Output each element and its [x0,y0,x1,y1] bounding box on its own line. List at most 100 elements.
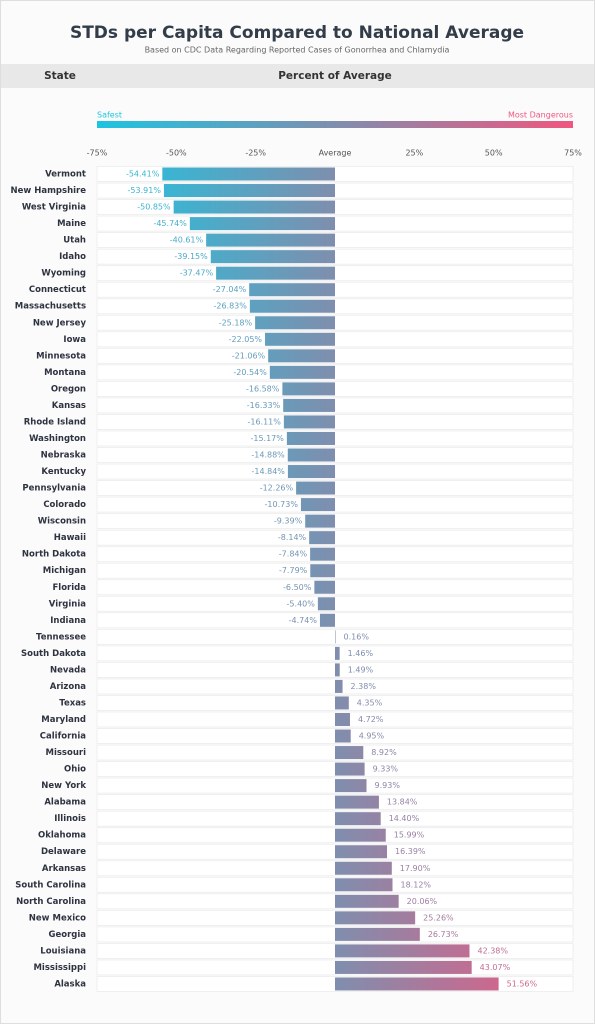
bar [335,779,367,793]
bar [335,927,420,941]
bar [319,613,335,627]
value-label: 9.33% [373,765,399,774]
bar [335,944,470,958]
category-label: Nebraska [41,451,87,461]
bar [283,415,335,429]
value-label: -37.47% [180,269,214,278]
x-tick-label: 25% [405,149,423,158]
value-label: -21.06% [232,351,266,360]
bar [335,977,499,991]
bar [317,597,335,611]
value-label: -54.41% [126,170,160,179]
category-label: Hawaii [54,533,86,543]
value-label: -40.61% [170,236,204,245]
value-label: 0.16% [344,632,370,641]
category-label: Missouri [46,748,87,758]
legend-low: Safest [97,111,122,120]
bar [255,316,335,330]
value-label: -25.18% [219,318,253,327]
bar [335,911,416,925]
value-label: -53.91% [128,186,162,195]
bar [335,960,472,974]
category-label: Delaware [41,847,86,857]
category-label: Montana [44,368,86,378]
category-label: Florida [53,583,87,593]
value-label: -20.54% [233,368,267,377]
category-label: Idaho [59,252,86,262]
bar [335,861,392,875]
category-label: Louisiana [40,946,86,956]
bar [216,266,335,280]
bar [296,481,335,495]
bar [335,746,364,760]
value-label: 25.26% [423,913,454,922]
value-label: 1.49% [348,665,374,674]
header-band [1,64,594,88]
category-label: California [40,732,86,742]
category-label: Texas [59,698,86,708]
value-label: -12.26% [260,484,294,493]
value-label: 43.07% [480,963,511,972]
value-label: -6.50% [283,583,312,592]
category-label: Alaska [54,979,86,989]
category-label: Rhode Island [24,417,86,427]
category-label: North Carolina [16,897,86,907]
category-label: New York [41,781,86,791]
value-label: -16.11% [247,417,281,426]
category-label: Mississippi [33,963,86,973]
category-label: Michigan [43,566,86,576]
bar [265,332,335,346]
category-label: Kansas [52,401,86,411]
value-label: -9.39% [274,517,303,526]
category-label: Illinois [54,814,86,824]
bar [189,217,335,231]
value-label: 1.46% [348,649,374,658]
bar [335,878,393,892]
x-tick-label: -50% [166,149,187,158]
category-label: South Dakota [21,649,86,659]
value-label: 26.73% [428,930,459,939]
value-label: -7.84% [279,550,308,559]
value-label: -8.14% [278,533,307,542]
value-label: -16.33% [247,401,281,410]
category-label: Arizona [50,682,87,692]
bar [249,299,335,313]
legend-high: Most Dangerous [508,111,573,120]
value-label: -27.04% [213,285,247,294]
value-label: -39.15% [174,252,208,261]
category-label: Colorado [43,500,86,510]
x-tick-label: Average [319,149,352,158]
value-label: -45.74% [153,219,187,228]
category-label: Washington [29,434,86,444]
bar [335,663,340,677]
category-label: Pennsylvania [22,484,86,494]
value-label: -15.17% [250,434,284,443]
category-label: Georgia [48,930,86,940]
bar [335,894,399,908]
category-label: North Dakota [22,550,86,560]
category-label: Kentucky [41,467,86,477]
value-label: -22.05% [229,335,263,344]
bar [335,762,365,776]
bar [206,233,335,247]
bar [163,184,335,198]
value-label: -7.79% [279,566,308,575]
category-label: Minnesota [36,351,86,361]
bar [305,514,335,528]
value-label: 20.06% [407,897,438,906]
value-label: -26.83% [213,302,247,311]
value-label: 18.12% [401,880,432,889]
category-label: Alabama [44,798,86,808]
bar [335,696,349,710]
value-label: 17.90% [400,864,431,873]
category-label: Nevada [50,665,86,675]
category-label: South Carolina [15,880,86,890]
category-label: Maryland [41,715,86,725]
bar [335,679,343,693]
bar [314,580,335,594]
bar [282,382,335,396]
value-label: 4.35% [357,698,383,707]
bar [335,812,381,826]
